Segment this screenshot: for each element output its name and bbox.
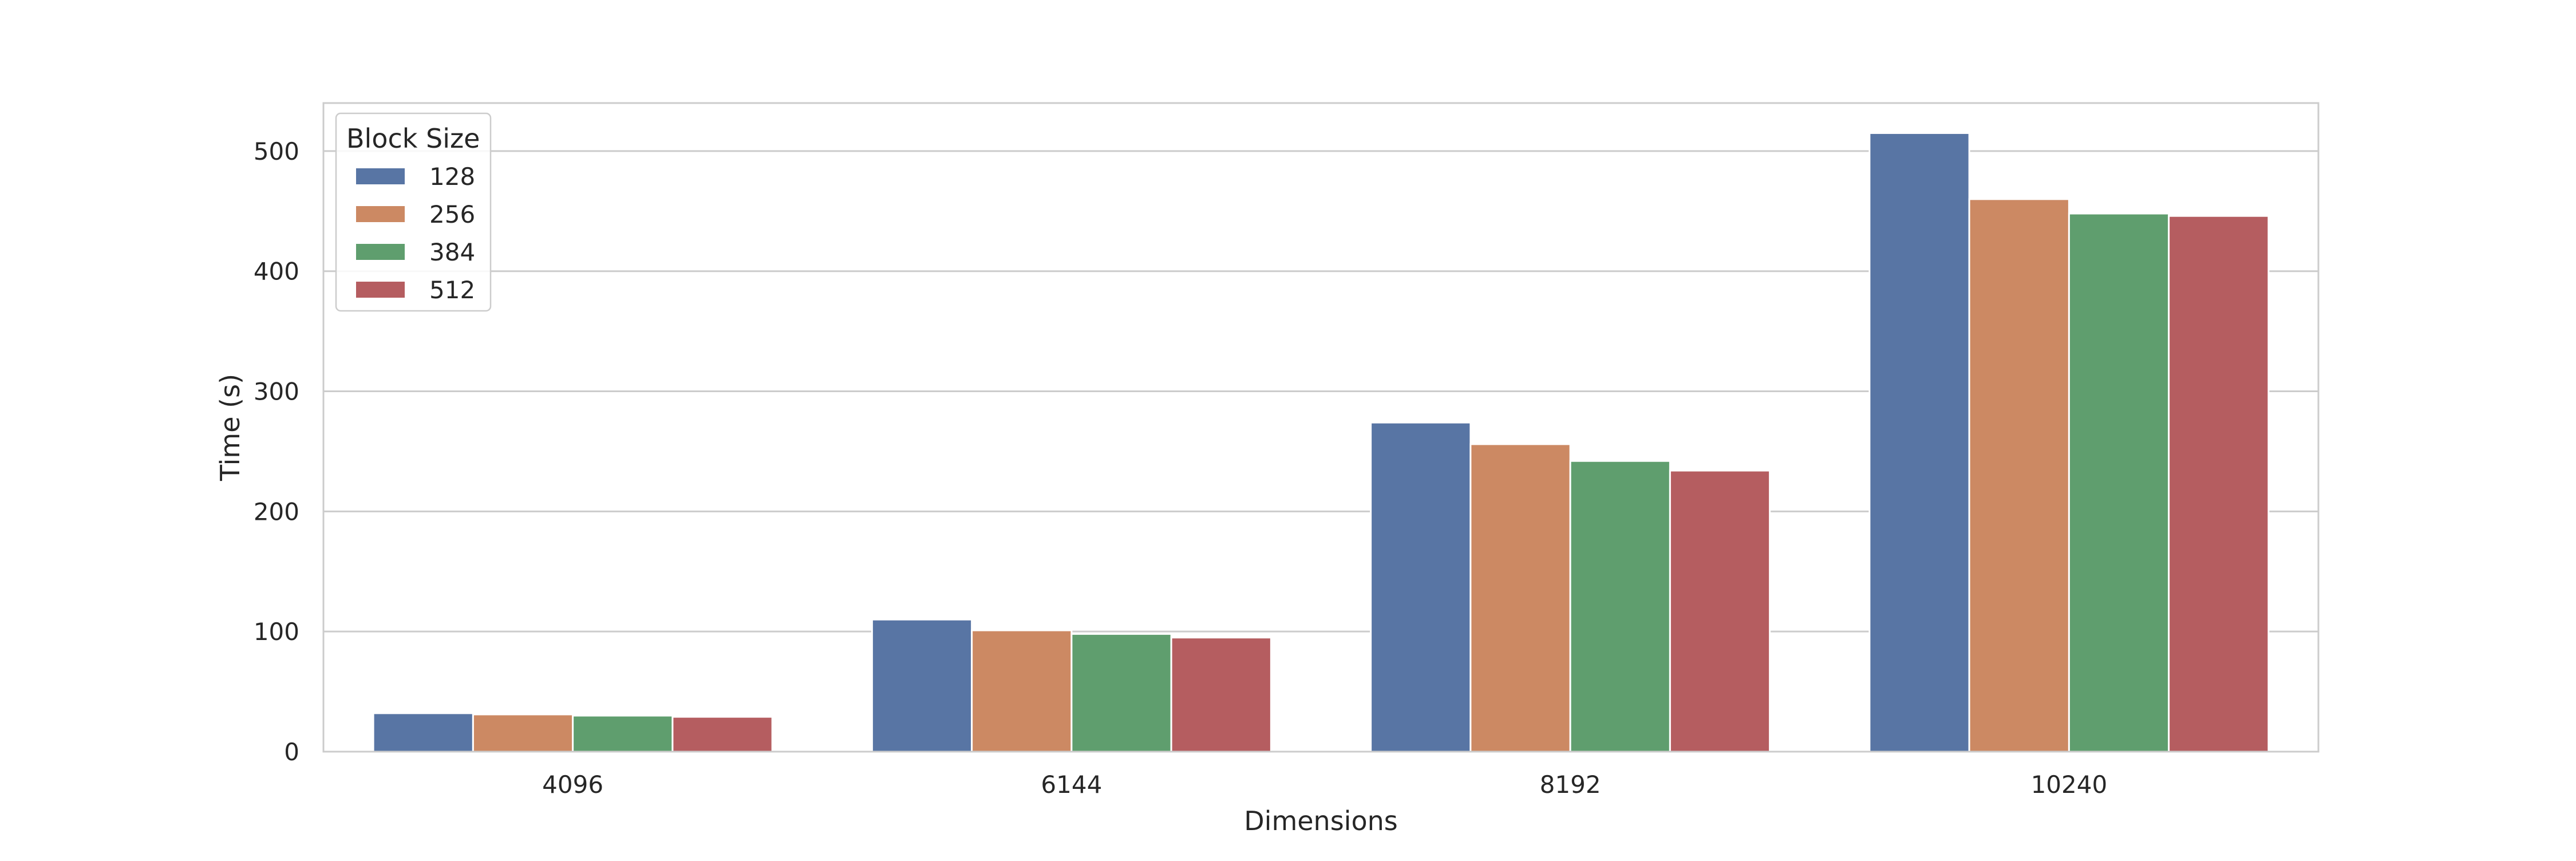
legend-swatch-512 xyxy=(356,282,405,298)
x-axis-label: Dimensions xyxy=(1244,805,1397,836)
x-tick-label: 4096 xyxy=(542,771,603,799)
bar-128-10240 xyxy=(1868,132,1970,753)
y-tick-label: 300 xyxy=(254,378,299,406)
bar-512-6144 xyxy=(1170,637,1272,753)
bar-512-8192 xyxy=(1669,469,1771,753)
legend-items: 128 256 384 512 xyxy=(356,163,475,304)
x-tick-label: 10240 xyxy=(2031,771,2108,799)
x-tick-label: 8192 xyxy=(1540,771,1601,799)
bar-384-4096 xyxy=(572,714,674,753)
legend-label-256: 256 xyxy=(429,200,475,228)
y-tick-label: 200 xyxy=(254,497,299,526)
y-tick-labels: 0 100 200 300 400 500 xyxy=(254,137,299,766)
legend-swatch-384 xyxy=(356,244,405,260)
legend-swatch-256 xyxy=(356,206,405,222)
bar-128-8192 xyxy=(1370,421,1472,753)
legend-label-384: 384 xyxy=(429,238,475,266)
bar-256-6144 xyxy=(971,629,1073,753)
legend: Block Size 128 256 384 512 xyxy=(335,112,492,312)
bars xyxy=(372,132,2270,753)
legend-label-128: 128 xyxy=(429,163,475,191)
y-tick-label: 500 xyxy=(254,137,299,165)
y-axis-label: Time (s) xyxy=(215,374,246,481)
bar-128-4096 xyxy=(372,712,474,753)
y-tick-label: 0 xyxy=(284,738,299,766)
legend-box xyxy=(335,112,492,312)
bar-256-4096 xyxy=(472,713,574,753)
bar-384-8192 xyxy=(1569,460,1671,753)
legend-title: Block Size xyxy=(346,123,480,154)
legend-swatch-128 xyxy=(356,168,405,184)
y-tick-label: 100 xyxy=(254,618,299,646)
x-tick-label: 6144 xyxy=(1041,771,1102,799)
bar-512-4096 xyxy=(671,716,773,753)
y-tick-label: 400 xyxy=(254,258,299,286)
bar-512-10240 xyxy=(2168,215,2270,753)
bar-128-6144 xyxy=(871,618,973,753)
legend-label-512: 512 xyxy=(429,276,475,304)
bar-256-8192 xyxy=(1469,443,1571,753)
bar-384-10240 xyxy=(2068,212,2170,753)
plot-frame xyxy=(322,102,2320,753)
x-tick-labels: 4096 6144 8192 10240 xyxy=(542,771,2107,799)
bar-384-6144 xyxy=(1070,633,1172,753)
bar-256-10240 xyxy=(1968,198,2070,753)
